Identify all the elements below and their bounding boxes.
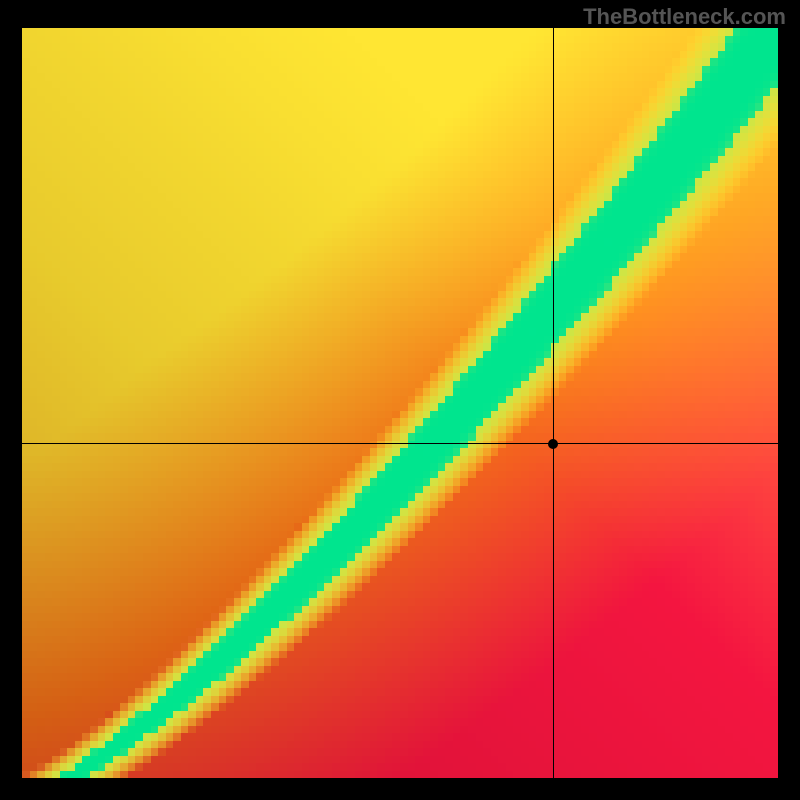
heatmap-canvas: [22, 28, 778, 778]
plot-area: [22, 28, 778, 778]
watermark-text: TheBottleneck.com: [583, 4, 786, 30]
chart-container: TheBottleneck.com: [0, 0, 800, 800]
